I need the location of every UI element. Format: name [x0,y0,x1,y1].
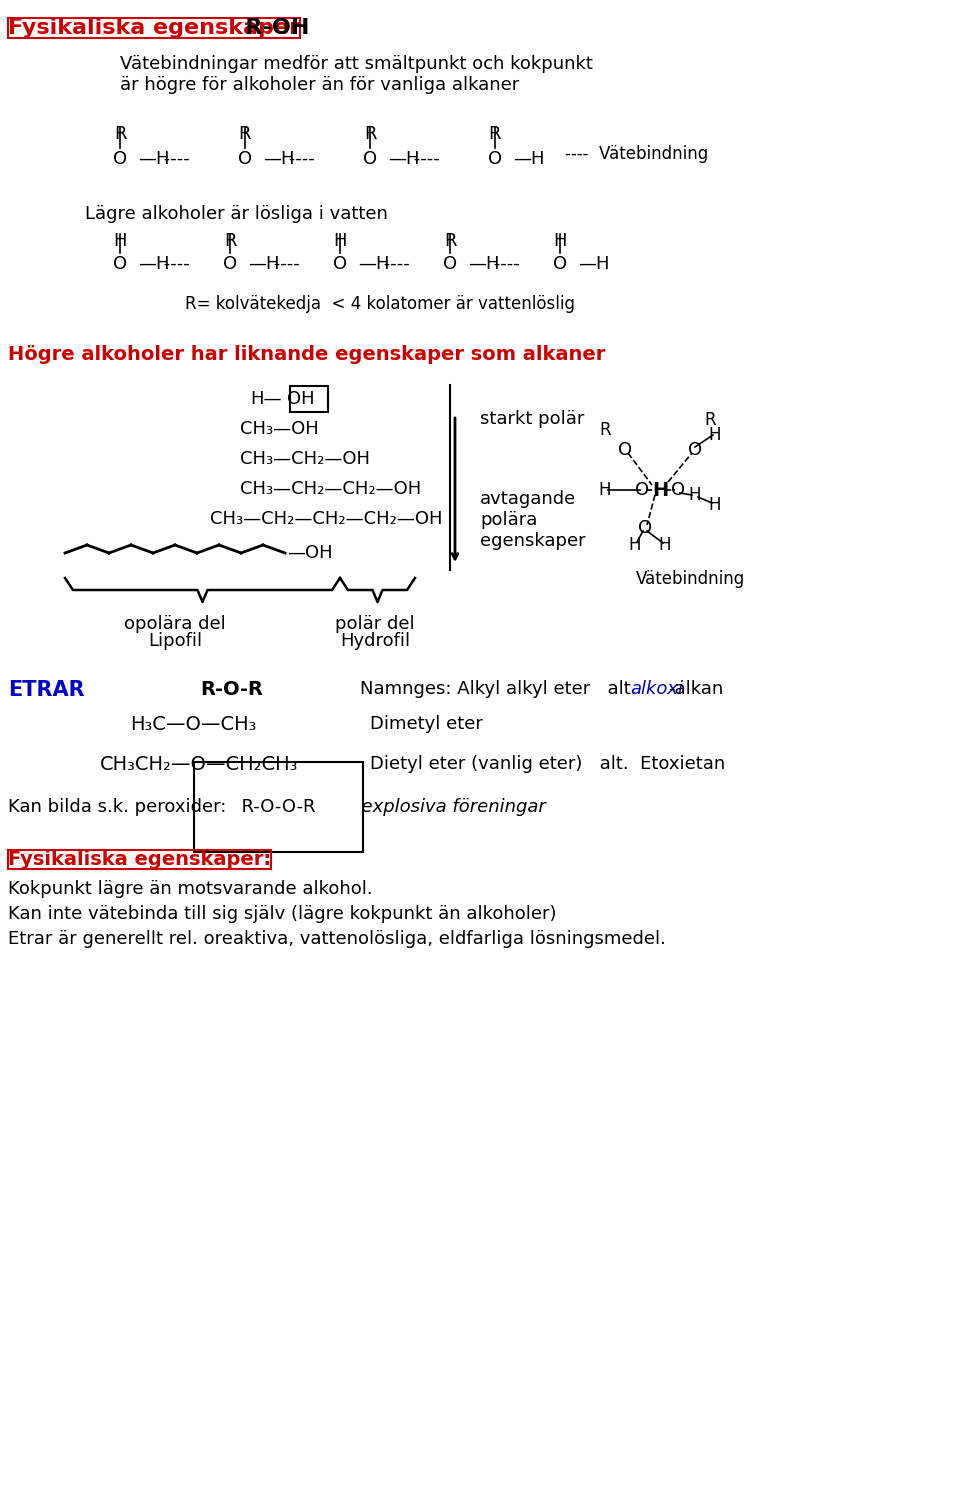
Text: Högre alkoholer har liknande egenskaper som alkaner: Högre alkoholer har liknande egenskaper … [8,346,606,364]
Text: R: R [705,411,716,429]
Text: OH: OH [287,390,315,408]
Text: —H: —H [248,255,279,273]
Text: ----  Vätebindning: ---- Vätebindning [565,145,708,162]
Text: H: H [652,480,668,499]
Text: H: H [113,232,127,250]
Text: —H: —H [388,150,420,168]
Text: CH₃—CH₂—OH: CH₃—CH₂—OH [240,450,370,468]
Text: O: O [443,255,457,273]
Text: —H: —H [138,150,170,168]
Text: H—: H— [250,390,281,408]
Text: —H: —H [513,150,544,168]
Text: Vätebindningar medför att smältpunkt och kokpunkt
är högre för alkoholer än för : Vätebindningar medför att smältpunkt och… [120,55,593,94]
Text: —H: —H [138,255,170,273]
Text: alkoxi: alkoxi [630,679,683,697]
Text: ----: ---- [268,255,300,273]
Text: avtagande
polära
egenskaper: avtagande polära egenskaper [480,490,586,550]
Text: CH₃CH₂—O—CH₂CH₃: CH₃CH₂—O—CH₂CH₃ [100,755,299,773]
Text: O: O [488,150,502,168]
Text: O: O [333,255,348,273]
Text: H: H [333,232,347,250]
Text: ----: ---- [408,150,440,168]
Text: O: O [363,150,377,168]
Text: ----: ---- [158,255,190,273]
Text: O: O [635,481,649,499]
Text: R: R [599,422,611,440]
Text: O: O [688,441,702,459]
Text: H: H [708,496,721,514]
Text: H: H [688,486,701,504]
Text: R: R [444,232,456,250]
Text: -alkan: -alkan [668,679,723,697]
Text: Vätebindning: Vätebindning [636,571,745,589]
Text: Dimetyl eter: Dimetyl eter [370,715,483,733]
Text: —OH: —OH [287,544,332,562]
Text: O: O [618,441,632,459]
Text: Fysikaliska egenskaper: Fysikaliska egenskaper [8,18,300,39]
Text: Etrar är generellt rel. oreaktiva, vattenolösliga, eldfarliga lösningsmedel.: Etrar är generellt rel. oreaktiva, vatte… [8,930,666,948]
Text: polär del: polär del [335,615,415,633]
Text: H: H [599,481,612,499]
Text: starkt polär: starkt polär [480,410,585,428]
Text: O: O [113,150,127,168]
Text: ----: ---- [488,255,519,273]
Text: CH₃—CH₂—CH₂—CH₂—OH: CH₃—CH₂—CH₂—CH₂—OH [210,510,443,527]
Text: Dietyl eter (vanlig eter)   alt.  Etoxietan: Dietyl eter (vanlig eter) alt. Etoxietan [370,755,725,773]
Text: R= kolvätekedja  < 4 kolatomer är vattenlöslig: R= kolvätekedja < 4 kolatomer är vattenl… [185,295,575,313]
Text: opolära del: opolära del [124,615,226,633]
Text: explosiva föreningar: explosiva föreningar [350,799,545,817]
Text: —H: —H [468,255,499,273]
Text: Hydrofil: Hydrofil [340,632,410,650]
Text: O: O [638,519,652,536]
Text: Fysikaliska egenskaper:: Fysikaliska egenskaper: [8,849,271,869]
Text: R-OH: R-OH [230,18,309,39]
Text: R-O-O-R: R-O-O-R [230,799,327,817]
Text: H: H [659,536,671,554]
Text: H: H [708,426,721,444]
Text: ----: ---- [378,255,410,273]
Text: R: R [364,125,376,143]
Text: H: H [553,232,566,250]
Text: O: O [671,481,685,499]
Text: Kan inte vätebinda till sig själv (lägre kokpunkt än alkoholer): Kan inte vätebinda till sig själv (lägre… [8,904,557,922]
Text: Namnges: Alkyl alkyl eter   alt.: Namnges: Alkyl alkyl eter alt. [360,679,648,697]
Text: R: R [239,125,252,143]
Text: O: O [553,255,567,273]
Text: Lipofil: Lipofil [148,632,202,650]
Text: —H: —H [263,150,295,168]
Text: Kan bilda s.k. peroxider:: Kan bilda s.k. peroxider: [8,799,227,817]
Text: CH₃—CH₂—CH₂—OH: CH₃—CH₂—CH₂—OH [240,480,421,498]
Text: CH₃—OH: CH₃—OH [240,420,319,438]
Text: ETRAR: ETRAR [8,679,84,700]
Text: R: R [489,125,501,143]
Text: Kokpunkt lägre än motsvarande alkohol.: Kokpunkt lägre än motsvarande alkohol. [8,881,372,898]
Text: —H: —H [358,255,390,273]
Text: H₃C—O—CH₃: H₃C—O—CH₃ [130,715,256,735]
Text: R-O-R: R-O-R [200,679,263,699]
Text: O: O [238,150,252,168]
Text: O: O [113,255,127,273]
Text: R: R [113,125,127,143]
Text: ----: ---- [283,150,315,168]
Text: H: H [629,536,641,554]
Text: R: R [224,232,236,250]
Text: O: O [223,255,237,273]
Text: —H: —H [578,255,610,273]
Text: ----: ---- [158,150,190,168]
Text: Lägre alkoholer är lösliga i vatten: Lägre alkoholer är lösliga i vatten [85,206,388,223]
Bar [290,386,328,413]
